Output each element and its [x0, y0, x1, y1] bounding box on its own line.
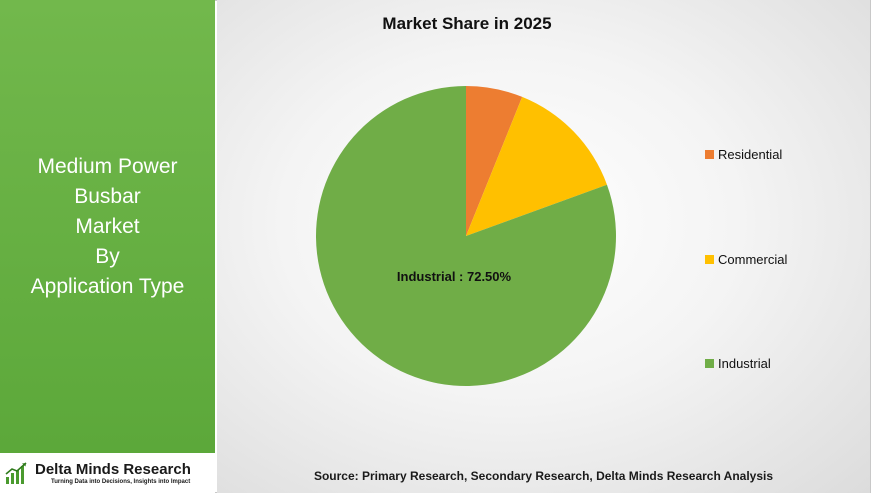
- legend-label: Residential: [718, 147, 783, 162]
- legend-label: Industrial: [718, 356, 771, 371]
- left-title-panel: Medium Power Busbar Market By Applicatio…: [0, 0, 215, 453]
- pie-slice-industrial: [316, 86, 616, 386]
- report-title-line: Application Type: [30, 274, 185, 298]
- report-title-line: Busbar: [74, 184, 141, 208]
- logo: Delta Minds Research Turning Data into D…: [0, 453, 215, 493]
- legend-swatch: [705, 255, 714, 264]
- report-title-line: By: [95, 244, 120, 268]
- report-title: Medium Power Busbar Market By Applicatio…: [31, 152, 185, 302]
- legend-item-commercial: Commercial: [705, 252, 787, 267]
- pie-slice-commercial: [466, 96, 607, 236]
- logo-tagline: Turning Data into Decisions, Insights in…: [51, 478, 191, 485]
- data-label-industrial: Industrial : 72.50%: [397, 269, 512, 284]
- pie-slice-residential: [466, 86, 523, 236]
- legend: Residential Commercial Industrial: [705, 0, 865, 493]
- pie-chart: Industrial : 72.50%: [316, 86, 616, 386]
- report-title-line: Market: [75, 214, 140, 238]
- source-note: Source: Primary Research, Secondary Rese…: [313, 469, 774, 483]
- report-title-line: Medium Power: [37, 154, 178, 178]
- bar-chart-growth-icon: [5, 462, 27, 484]
- logo-name: Delta Minds Research: [35, 460, 191, 478]
- legend-swatch: [705, 359, 714, 368]
- chart-area: Market Share in 2025 Industrial : 72.50%…: [217, 0, 870, 493]
- legend-item-industrial: Industrial: [705, 356, 771, 371]
- legend-label: Commercial: [718, 252, 788, 267]
- legend-swatch: [705, 150, 714, 159]
- chart-title: Market Share in 2025: [382, 14, 552, 33]
- legend-item-residential: Residential: [705, 147, 782, 162]
